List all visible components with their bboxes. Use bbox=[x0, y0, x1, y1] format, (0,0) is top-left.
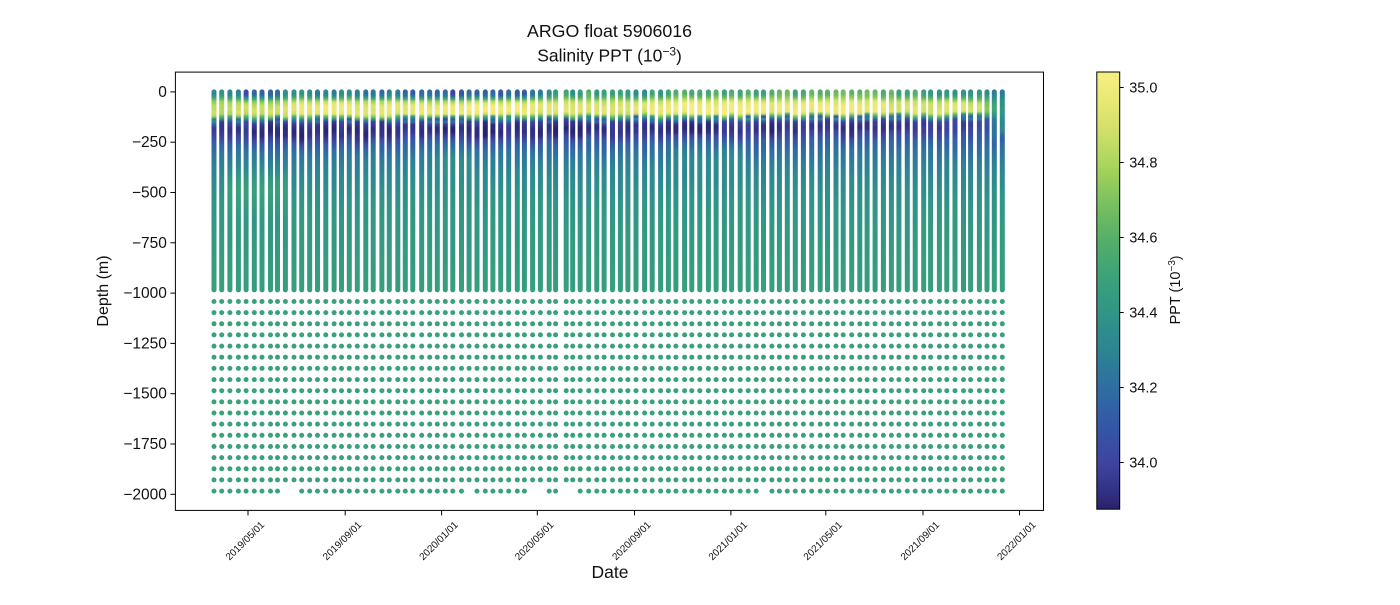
svg-text:34.2: 34.2 bbox=[1129, 381, 1157, 397]
svg-text:−2000: −2000 bbox=[123, 486, 167, 503]
svg-text:−1500: −1500 bbox=[123, 386, 167, 403]
svg-text:−1250: −1250 bbox=[123, 335, 167, 352]
svg-text:34.0: 34.0 bbox=[1129, 456, 1157, 472]
svg-text:Salinity PPT (10−3): Salinity PPT (10−3) bbox=[537, 45, 682, 66]
svg-text:PPT (10−3): PPT (10−3) bbox=[1167, 256, 1184, 325]
svg-text:Date: Date bbox=[592, 562, 629, 582]
svg-text:34.6: 34.6 bbox=[1129, 231, 1157, 247]
svg-text:0: 0 bbox=[158, 84, 167, 101]
svg-text:−1000: −1000 bbox=[123, 285, 167, 302]
svg-text:34.8: 34.8 bbox=[1129, 156, 1157, 172]
svg-text:−750: −750 bbox=[132, 235, 167, 252]
svg-text:−1750: −1750 bbox=[123, 436, 167, 453]
svg-text:ARGO float 5906016: ARGO float 5906016 bbox=[527, 21, 692, 41]
svg-text:Depth (m): Depth (m) bbox=[95, 255, 112, 326]
svg-text:−250: −250 bbox=[132, 134, 167, 151]
svg-text:35.0: 35.0 bbox=[1129, 81, 1157, 97]
svg-text:34.4: 34.4 bbox=[1129, 306, 1157, 322]
svg-text:−500: −500 bbox=[132, 185, 167, 202]
